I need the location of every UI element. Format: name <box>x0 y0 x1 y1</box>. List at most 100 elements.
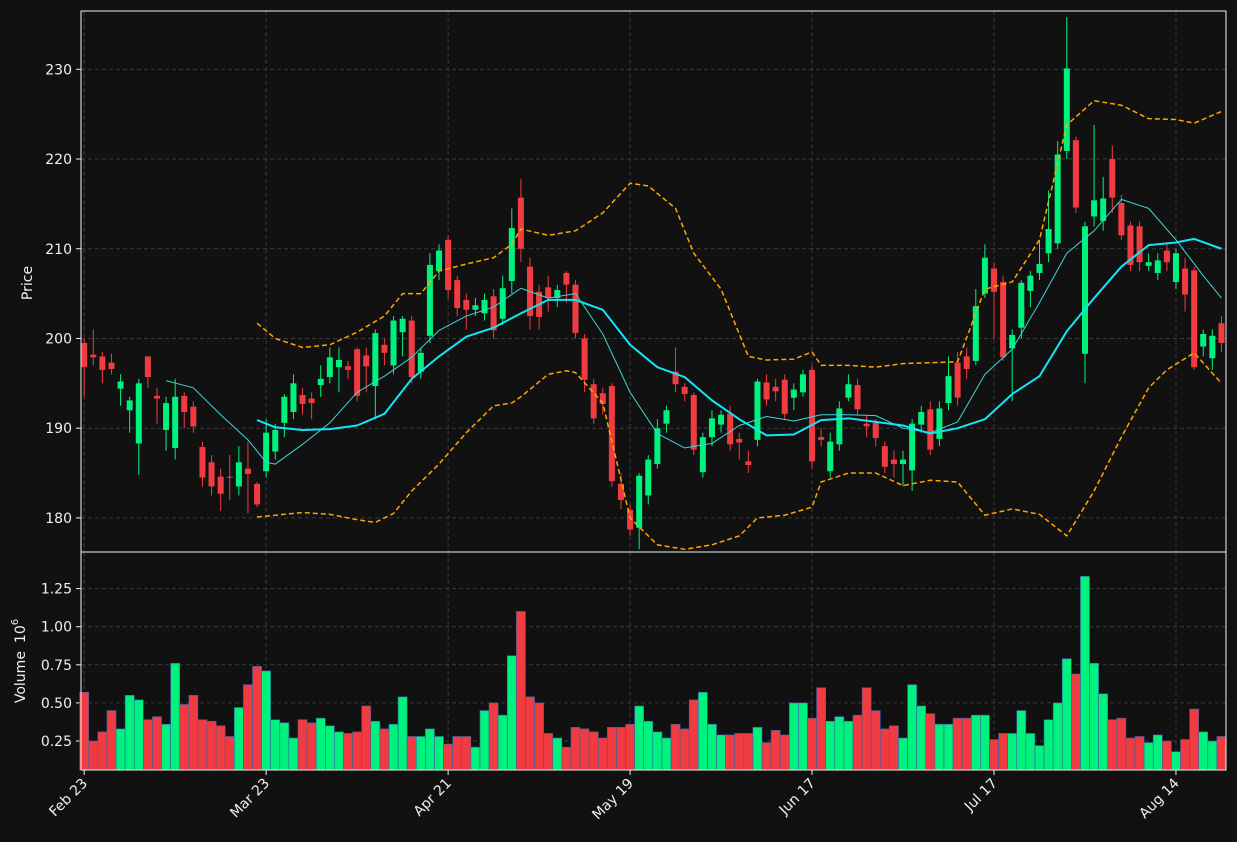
candle-body <box>1081 226 1088 354</box>
volume-bar <box>443 743 453 771</box>
candle-body <box>490 296 497 331</box>
candle-body <box>1009 334 1016 349</box>
volume-bar <box>1098 693 1109 771</box>
volume-bar <box>1016 710 1027 771</box>
volume-label: Volume <box>13 651 29 703</box>
volume-bar <box>506 655 517 771</box>
volume-bar <box>989 739 999 771</box>
volume-bar <box>1034 745 1045 771</box>
volume-bar <box>1207 740 1218 771</box>
volume-bar <box>843 720 854 771</box>
candle-body <box>599 393 606 404</box>
volume-bar <box>106 710 117 771</box>
volume-bar <box>1134 736 1145 771</box>
candle-body <box>654 428 661 465</box>
volume-bar <box>334 731 344 771</box>
volume-bar <box>415 736 426 771</box>
candle-body <box>718 414 725 425</box>
price-tick-label: 210 <box>45 242 72 258</box>
volume-bar <box>88 740 99 771</box>
candle-body <box>690 394 697 450</box>
candle-body <box>863 423 870 427</box>
candle-body <box>299 394 306 404</box>
candle-body <box>900 459 907 465</box>
candle-body <box>1118 202 1125 236</box>
volume-bar <box>625 723 635 771</box>
volume-bar <box>543 733 554 771</box>
volume-bar <box>279 722 290 771</box>
candle-body <box>326 357 333 378</box>
candle-body <box>1136 226 1143 263</box>
volume-bar <box>379 728 390 771</box>
volume-tick-label: 0.50 <box>41 696 72 712</box>
candle-body <box>463 299 470 310</box>
volume-bar <box>1198 731 1209 771</box>
volume-bar <box>616 727 626 771</box>
volume-bar <box>570 727 581 771</box>
volume-bar <box>561 746 572 771</box>
candle-body <box>672 371 679 385</box>
volume-bar <box>206 720 217 771</box>
candle-body <box>144 356 151 378</box>
volume-bar <box>661 737 672 771</box>
candle-body <box>736 438 743 443</box>
volume-bar <box>406 736 417 771</box>
candle-body <box>345 366 352 370</box>
volume-bar <box>579 728 590 771</box>
candle-body <box>827 441 834 472</box>
volume-bar <box>115 728 126 771</box>
volume-bar <box>1107 719 1118 771</box>
candle-body <box>909 423 916 471</box>
volume-bar <box>634 705 645 771</box>
candle-body <box>235 462 242 487</box>
candle-body <box>945 376 952 404</box>
volume-bar <box>943 723 954 771</box>
candle-body <box>517 197 524 249</box>
volume-bar <box>879 728 890 771</box>
candle-body <box>354 349 361 396</box>
volume-bar <box>652 731 663 771</box>
candle-body <box>1054 154 1061 244</box>
candle-body <box>836 408 843 445</box>
volume-bar <box>461 736 472 771</box>
candle-body <box>481 299 488 314</box>
volume-bar <box>688 699 699 771</box>
candle-body <box>972 306 979 361</box>
candle-body <box>1145 262 1152 266</box>
candle-body <box>135 383 142 444</box>
candle-body <box>708 418 715 438</box>
volume-bar <box>361 705 372 771</box>
volume-bar <box>1125 737 1136 771</box>
volume-bar <box>597 737 608 771</box>
volume-bar <box>852 714 863 771</box>
price-axis-label: Price <box>20 266 36 300</box>
candle-body <box>581 338 588 380</box>
candle-body <box>1072 140 1079 208</box>
candle-body <box>936 408 943 439</box>
volume-bar <box>270 719 281 771</box>
volume-bar <box>324 725 335 771</box>
volume-bar <box>1071 673 1081 771</box>
volume-bar <box>97 731 108 771</box>
candle-body <box>335 360 342 368</box>
candle-body <box>963 356 970 369</box>
candle-body <box>1200 333 1207 347</box>
volume-tick-label: 0.25 <box>41 734 72 750</box>
candle-body <box>1063 68 1070 151</box>
candle-body <box>1100 198 1107 221</box>
candle-body <box>436 250 443 272</box>
candle-body <box>681 386 688 395</box>
candle-body <box>254 483 261 505</box>
volume-bar <box>743 733 754 771</box>
volume-bar <box>716 734 726 771</box>
price-tick-label: 190 <box>45 421 72 437</box>
candle-body <box>790 389 797 398</box>
price-tick-label: 180 <box>45 511 72 527</box>
candle-body <box>1163 250 1170 263</box>
candle-body <box>699 437 706 473</box>
volume-bar <box>434 736 444 771</box>
volume-bar <box>870 710 881 771</box>
volume-tick-label: 1.00 <box>41 620 72 636</box>
candle-body <box>208 462 215 487</box>
